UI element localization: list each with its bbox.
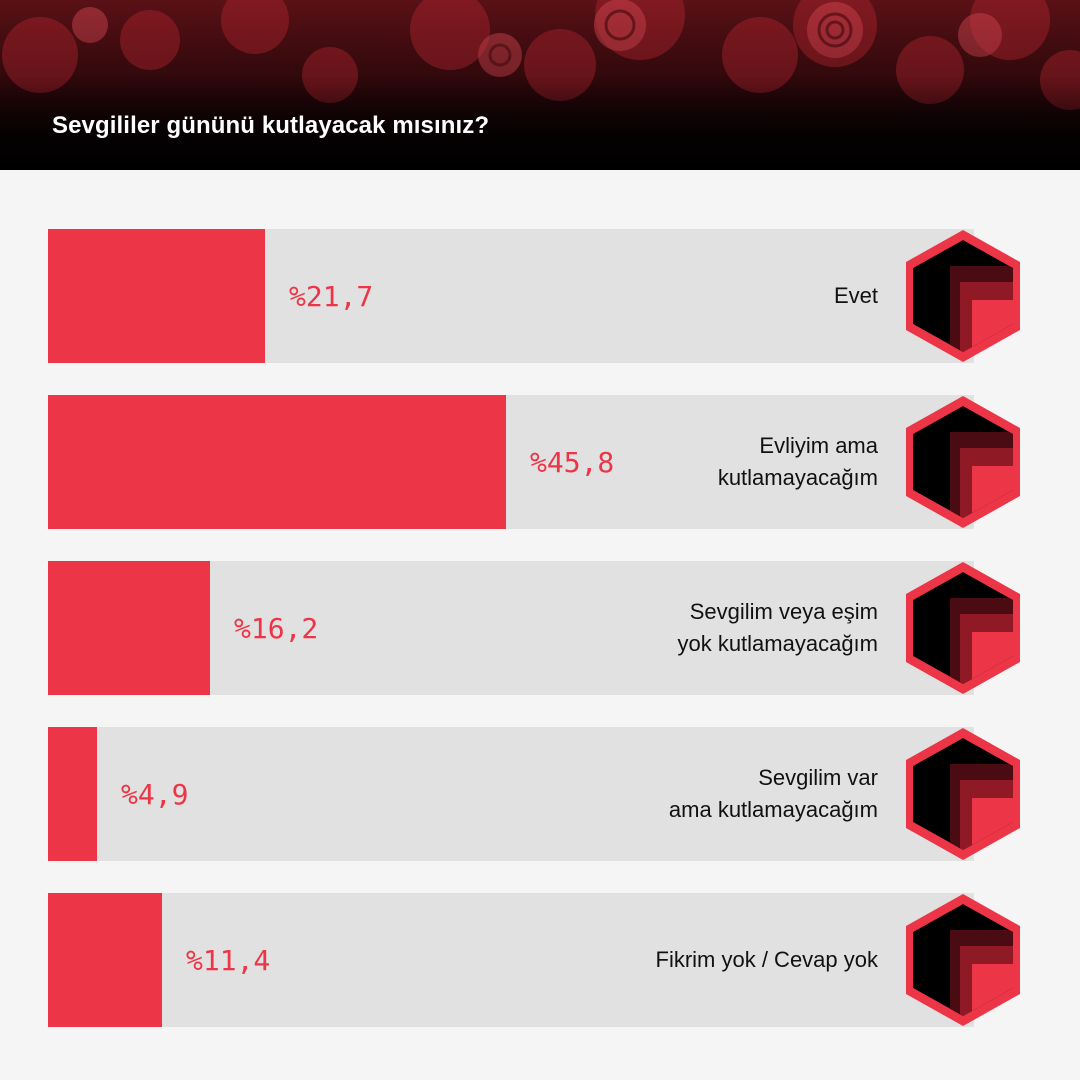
- category-label: Sevgilim var ama kutlamayacağım: [668, 765, 878, 822]
- chart-row: %21,7 Evet: [48, 229, 1020, 363]
- category-label: Sevgilim veya eşim yok kutlamayacağım: [677, 599, 878, 656]
- hexagon-chevron-icon: [906, 230, 1020, 362]
- hexagon-chevron-icon: [906, 396, 1020, 528]
- bar-track: [48, 893, 974, 1027]
- chart-row: %11,4 Fikrim yok / Cevap yok: [48, 893, 1020, 1027]
- hexagon-chevron-icon: [906, 894, 1020, 1026]
- hexagon-chevron-icon: [906, 728, 1020, 860]
- chart-row: %16,2 Sevgilim veya eşim yok kutlamayacağ…: [48, 561, 1020, 695]
- bar: [48, 229, 265, 363]
- chart-row: %4,9 Sevgilim var ama kutlamayacağım: [48, 727, 1020, 861]
- bar: [48, 893, 162, 1027]
- bar: [48, 395, 506, 529]
- category-label: Evet: [833, 283, 878, 308]
- category-label: Evliyim ama kutlamayacağım: [717, 433, 878, 490]
- header-banner: Sevgililer gününü kutlayacak mısınız?: [0, 0, 1080, 170]
- value-label: %21,7: [289, 279, 374, 313]
- value-label: %4,9: [121, 777, 189, 811]
- bar: [48, 561, 210, 695]
- value-label: %45,8: [530, 445, 615, 479]
- bar: [48, 727, 97, 861]
- value-label: %16,2: [234, 611, 319, 645]
- chart-row: %45,8 Evliyim ama kutlamayacağım: [48, 395, 1020, 529]
- header-gradient-overlay: [0, 0, 1080, 170]
- hexagon-chevron-icon: [906, 562, 1020, 694]
- value-label: %11,4: [186, 943, 271, 977]
- bar-track: [48, 727, 974, 861]
- page-title: Sevgililer gününü kutlayacak mısınız?: [52, 112, 490, 139]
- category-label: Fikrim yok / Cevap yok: [655, 947, 879, 972]
